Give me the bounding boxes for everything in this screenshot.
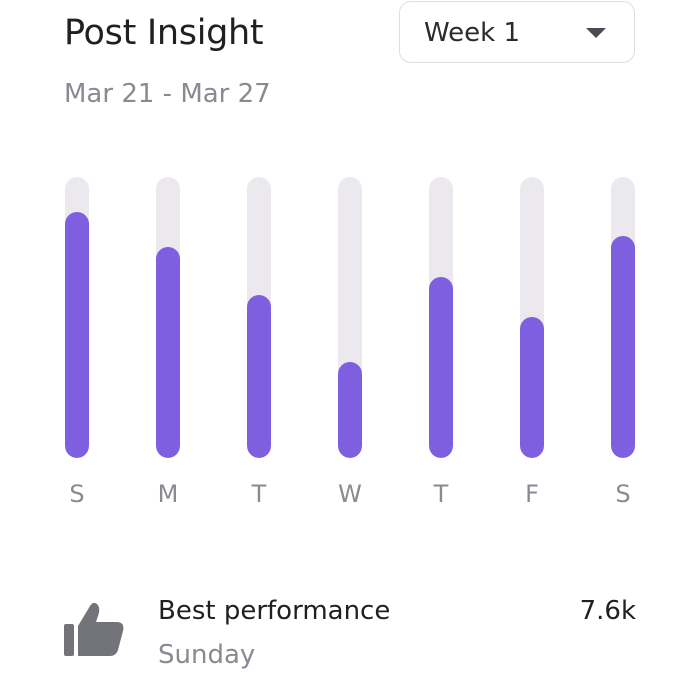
bar[interactable] bbox=[338, 362, 362, 458]
bar[interactable] bbox=[611, 236, 635, 458]
best-performance-value: 7.6k bbox=[579, 596, 636, 626]
bar-track bbox=[156, 177, 180, 458]
bar-track bbox=[338, 177, 362, 458]
bar[interactable] bbox=[520, 317, 544, 458]
day-label: F bbox=[525, 480, 539, 508]
day-label: T bbox=[433, 480, 449, 508]
day-label: T bbox=[251, 480, 267, 508]
best-performance-label: Best performance bbox=[158, 596, 391, 626]
page-title: Post Insight bbox=[64, 13, 264, 53]
chevron-down-icon bbox=[586, 28, 606, 38]
day-label: S bbox=[69, 480, 85, 508]
bar[interactable] bbox=[156, 247, 180, 458]
bar-track bbox=[429, 177, 453, 458]
bar-track bbox=[65, 177, 89, 458]
bar[interactable] bbox=[65, 212, 89, 458]
bar[interactable] bbox=[247, 295, 271, 458]
day-label: S bbox=[615, 480, 631, 508]
week-select-value: Week 1 bbox=[424, 18, 521, 48]
bar[interactable] bbox=[429, 277, 453, 458]
date-range: Mar 21 - Mar 27 bbox=[64, 79, 271, 109]
day-label: M bbox=[157, 480, 179, 508]
thumbs-up-icon bbox=[64, 602, 124, 656]
bar-track bbox=[520, 177, 544, 458]
day-label: W bbox=[338, 480, 362, 508]
best-performance-day: Sunday bbox=[158, 640, 256, 670]
week-select[interactable]: Week 1 bbox=[399, 1, 635, 63]
bar-track bbox=[611, 177, 635, 458]
bar-track bbox=[247, 177, 271, 458]
